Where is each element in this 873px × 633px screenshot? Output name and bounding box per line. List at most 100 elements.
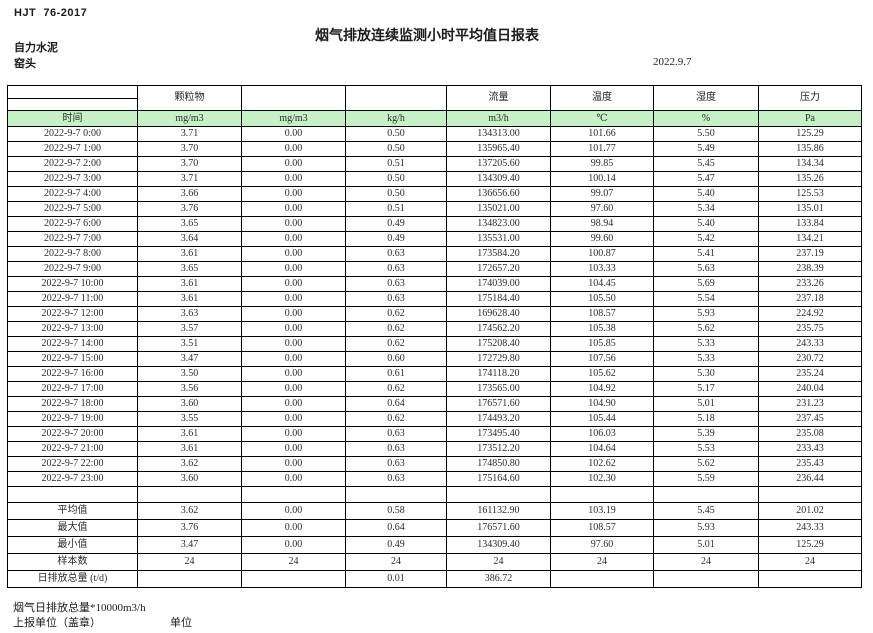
table-header-body: 颗粒物 流量 温度 湿度 压力 时间 mg/m3 mg/m3 kg/h m3/h… (7, 85, 862, 127)
summary-value-cell (137, 570, 242, 588)
value-cell: 0.49 (345, 216, 447, 232)
value-cell: 3.47 (137, 351, 242, 367)
value-cell: 5.49 (653, 141, 759, 157)
value-cell: 0.00 (241, 291, 346, 307)
summary-label: 最小值 (7, 536, 138, 554)
value-cell: 5.41 (653, 246, 759, 262)
value-cell: 5.40 (653, 186, 759, 202)
value-cell: 104.64 (550, 441, 654, 457)
value-cell: 0.00 (241, 366, 346, 382)
summary-value-cell: 24 (758, 553, 862, 571)
split-cell-bottom (9, 99, 137, 110)
value-cell: 0.00 (241, 456, 346, 472)
value-cell: 105.85 (550, 336, 654, 352)
summary-value-cell: 24 (550, 553, 654, 571)
summary-value-cell: 3.47 (137, 536, 242, 554)
value-cell: 5.69 (653, 276, 759, 292)
value-cell: 0.00 (241, 276, 346, 292)
summary-row: 平均值 3.62 0.00 0.58 161132.90 103.19 5.45 201.02 (7, 502, 862, 520)
value-cell: 0.00 (241, 411, 346, 427)
time-cell: 2022-9-7 14:00 (7, 336, 138, 352)
value-cell: 3.76 (137, 201, 242, 217)
value-cell: 0.00 (241, 321, 346, 337)
value-cell: 175164.60 (446, 471, 551, 487)
time-cell: 2022-9-7 22:00 (7, 456, 138, 472)
value-cell: 137205.60 (446, 156, 551, 172)
value-cell: 233.26 (758, 276, 862, 292)
value-cell: 3.61 (137, 441, 242, 457)
monitoring-point-name: 窑头 (14, 58, 36, 70)
value-cell: 0.00 (241, 141, 346, 157)
value-cell: 237.19 (758, 246, 862, 262)
time-cell: 2022-9-7 12:00 (7, 306, 138, 322)
value-cell: 100.87 (550, 246, 654, 262)
value-cell: 235.43 (758, 456, 862, 472)
value-cell: 5.45 (653, 156, 759, 172)
value-cell: 238.39 (758, 261, 862, 277)
time-cell: 2022-9-7 19:00 (7, 411, 138, 427)
summary-value-cell: 24 (653, 553, 759, 571)
summary-value-cell: 0.49 (345, 536, 447, 554)
value-cell: 135.86 (758, 141, 862, 157)
value-cell: 3.71 (137, 171, 242, 187)
value-cell: 0.00 (241, 246, 346, 262)
value-cell: 5.40 (653, 216, 759, 232)
value-cell: 0.63 (345, 261, 447, 277)
summary-value-cell: 201.02 (758, 502, 862, 520)
value-cell: 174493.20 (446, 411, 551, 427)
value-cell: 3.64 (137, 231, 242, 247)
value-cell: 5.42 (653, 231, 759, 247)
col-header-temperature: 温度 (550, 85, 654, 111)
value-cell: 0.51 (345, 156, 447, 172)
value-cell: 0.49 (345, 231, 447, 247)
empty-cell (7, 486, 138, 503)
unit-mg-m3-2: mg/m3 (241, 110, 346, 127)
summary-value-cell: 0.00 (241, 536, 346, 554)
value-cell: 0.62 (345, 336, 447, 352)
value-cell: 175184.40 (446, 291, 551, 307)
unit-celsius: ℃ (550, 110, 654, 127)
time-cell: 2022-9-7 21:00 (7, 441, 138, 457)
summary-value-cell: 108.57 (550, 519, 654, 537)
value-cell: 105.62 (550, 366, 654, 382)
table-row: 2022-9-7 7:00 3.64 0.00 0.49 135531.00 99.60 5… (7, 231, 862, 247)
summary-row: 样本数 24 24 24 24 24 24 24 (7, 553, 862, 571)
value-cell: 0.00 (241, 186, 346, 202)
value-cell: 0.00 (241, 471, 346, 487)
footnote-daily-total: 烟气日排放总量*10000m3/h (13, 602, 146, 614)
value-cell: 0.62 (345, 381, 447, 397)
summary-row: 日排放总量 (t/d) 0.01 386.72 (7, 570, 862, 588)
value-cell: 5.53 (653, 441, 759, 457)
summary-value-cell: 161132.90 (446, 502, 551, 520)
value-cell: 173512.20 (446, 441, 551, 457)
value-cell: 240.04 (758, 381, 862, 397)
summary-value-cell (241, 570, 346, 588)
table-row: 2022-9-7 5:00 3.76 0.00 0.51 135021.00 97.60 5… (7, 201, 862, 217)
value-cell: 0.63 (345, 246, 447, 262)
value-cell: 5.59 (653, 471, 759, 487)
summary-label: 最大值 (7, 519, 138, 537)
value-cell: 135965.40 (446, 141, 551, 157)
value-cell: 136656.60 (446, 186, 551, 202)
value-cell: 134823.00 (446, 216, 551, 232)
value-cell: 0.62 (345, 411, 447, 427)
value-cell: 0.00 (241, 231, 346, 247)
time-cell: 2022-9-7 17:00 (7, 381, 138, 397)
value-cell: 101.66 (550, 126, 654, 142)
table-row: 2022-9-7 18:00 3.60 0.00 0.64 176571.60 104.9… (7, 396, 862, 412)
value-cell: 173495.40 (446, 426, 551, 442)
value-cell: 3.51 (137, 336, 242, 352)
value-cell: 5.33 (653, 351, 759, 367)
value-cell: 97.60 (550, 201, 654, 217)
value-cell: 3.65 (137, 216, 242, 232)
table-row: 2022-9-7 19:00 3.55 0.00 0.62 174493.20 105.4… (7, 411, 862, 427)
summary-value-cell: 5.45 (653, 502, 759, 520)
footnote-unit-label: 单位 (170, 617, 192, 629)
value-cell: 106.03 (550, 426, 654, 442)
table-row: 2022-9-7 21:00 3.61 0.00 0.63 173512.20 104.6… (7, 441, 862, 457)
empty-cell (241, 486, 346, 503)
value-cell: 0.60 (345, 351, 447, 367)
value-cell: 105.44 (550, 411, 654, 427)
summary-value-cell: 243.33 (758, 519, 862, 537)
value-cell: 0.50 (345, 186, 447, 202)
